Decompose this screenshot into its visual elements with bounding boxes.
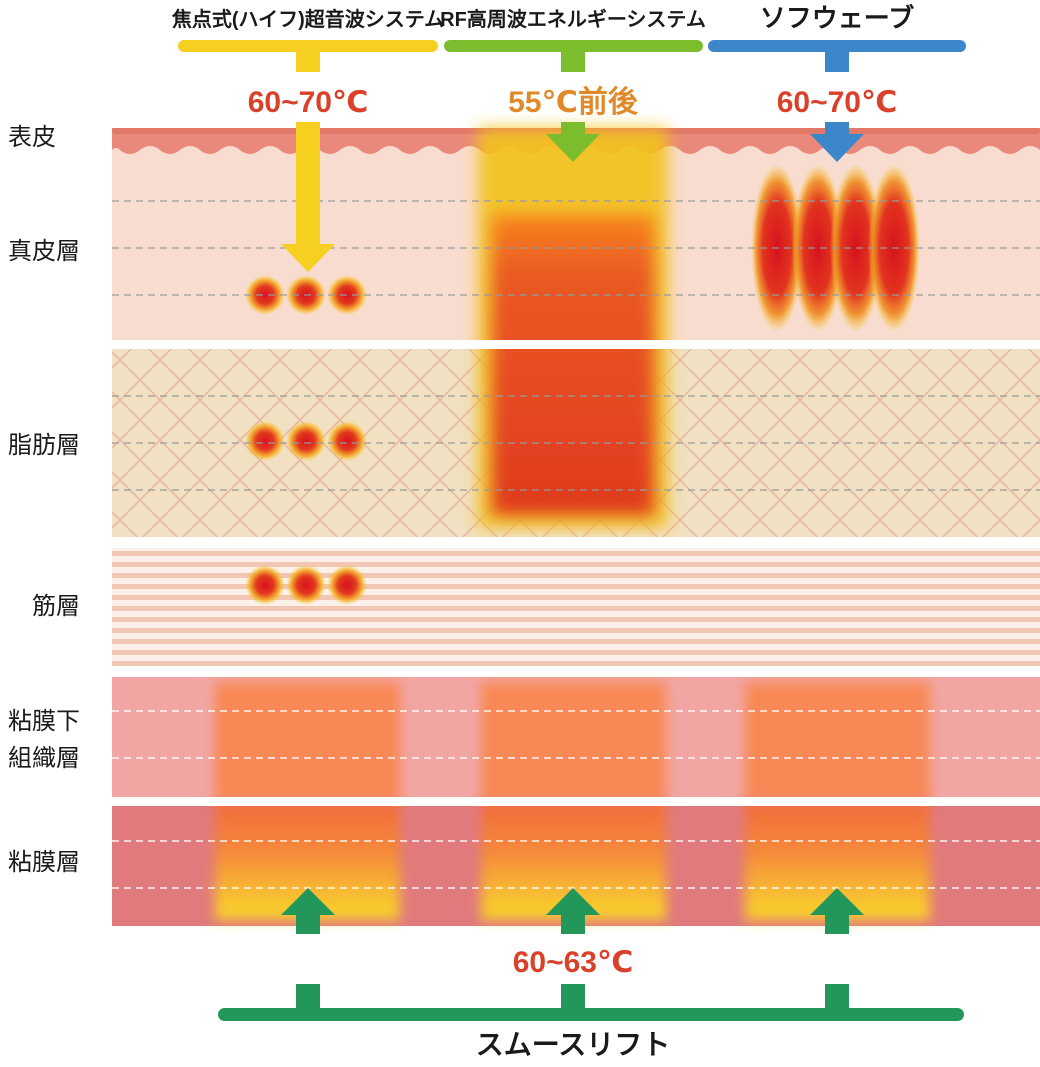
label-dermis: 真皮層 xyxy=(8,238,80,265)
sofwave-label: ソフウェーブ xyxy=(760,3,914,33)
sofwave-bar xyxy=(708,40,966,52)
hifu-heat-dot xyxy=(245,565,285,605)
hifu-heat-dot xyxy=(327,565,367,605)
smooth-lift-submucosa-zone xyxy=(745,682,930,800)
label-muscle: 筋層 xyxy=(32,593,80,620)
smooth-lift-arrow-up-icon xyxy=(281,888,335,915)
smooth-lift-submucosa-zone xyxy=(215,682,400,800)
hifu-heat-dot xyxy=(245,421,285,461)
hifu-arrow-shaft xyxy=(296,122,320,244)
label-submucosa-line2: 組織層 xyxy=(8,745,80,772)
sofwave-temp: 60~70℃ xyxy=(777,86,898,119)
sofwave-heat-oval xyxy=(792,164,844,332)
smooth-lift-arrow-up-icon xyxy=(546,888,600,915)
hifu-heat-dot xyxy=(286,421,326,461)
hifu-arrow-down-icon xyxy=(281,244,335,272)
label-fat: 脂肪層 xyxy=(8,432,80,459)
sofwave-arrow-down-icon xyxy=(810,134,864,162)
rf-temp: 55℃前後 xyxy=(508,86,639,119)
hifu-temp: 60~70℃ xyxy=(248,86,369,119)
layer-labels: 表皮 真皮層 脂肪層 筋層 粘膜下 組織層 粘膜層 xyxy=(8,124,80,876)
smooth-lift-temp: 60~63℃ xyxy=(513,946,634,979)
rf-bar xyxy=(444,40,703,52)
smooth-lift-section: 60~63℃ スムースリフト xyxy=(218,888,964,1060)
hifu-heat-dot xyxy=(245,275,285,315)
label-submucosa-line1: 粘膜下 xyxy=(8,708,80,735)
label-mucosa: 粘膜層 xyxy=(8,849,80,876)
smooth-lift-label: スムースリフト xyxy=(476,1029,671,1060)
smooth-lift-bar xyxy=(218,1008,964,1021)
rf-label: RF高周波エネルギーシステム xyxy=(440,7,706,31)
rf-heat-zone xyxy=(478,128,668,528)
label-epidermis: 表皮 xyxy=(8,124,56,151)
layer-separators xyxy=(112,340,1040,806)
hifu-heat-dot xyxy=(286,565,326,605)
smooth-lift-submucosa-zone xyxy=(481,682,666,800)
hifu-heat-dot xyxy=(327,421,367,461)
dashed-guides xyxy=(112,200,1040,491)
rf-header: RF高周波エネルギーシステム 55℃前後 xyxy=(440,7,706,162)
hifu-header: 焦点式(ハイフ)超音波システム 60~70℃ xyxy=(172,7,444,272)
hifu-bar xyxy=(178,40,438,52)
hifu-label: 焦点式(ハイフ)超音波システム xyxy=(172,7,444,31)
smooth-lift-arrow-up-icon xyxy=(810,888,864,915)
rf-arrow-down-icon xyxy=(546,134,600,162)
sofwave-header: ソフウェーブ 60~70℃ xyxy=(708,3,966,162)
sofwave-heat-ovals xyxy=(751,164,920,332)
